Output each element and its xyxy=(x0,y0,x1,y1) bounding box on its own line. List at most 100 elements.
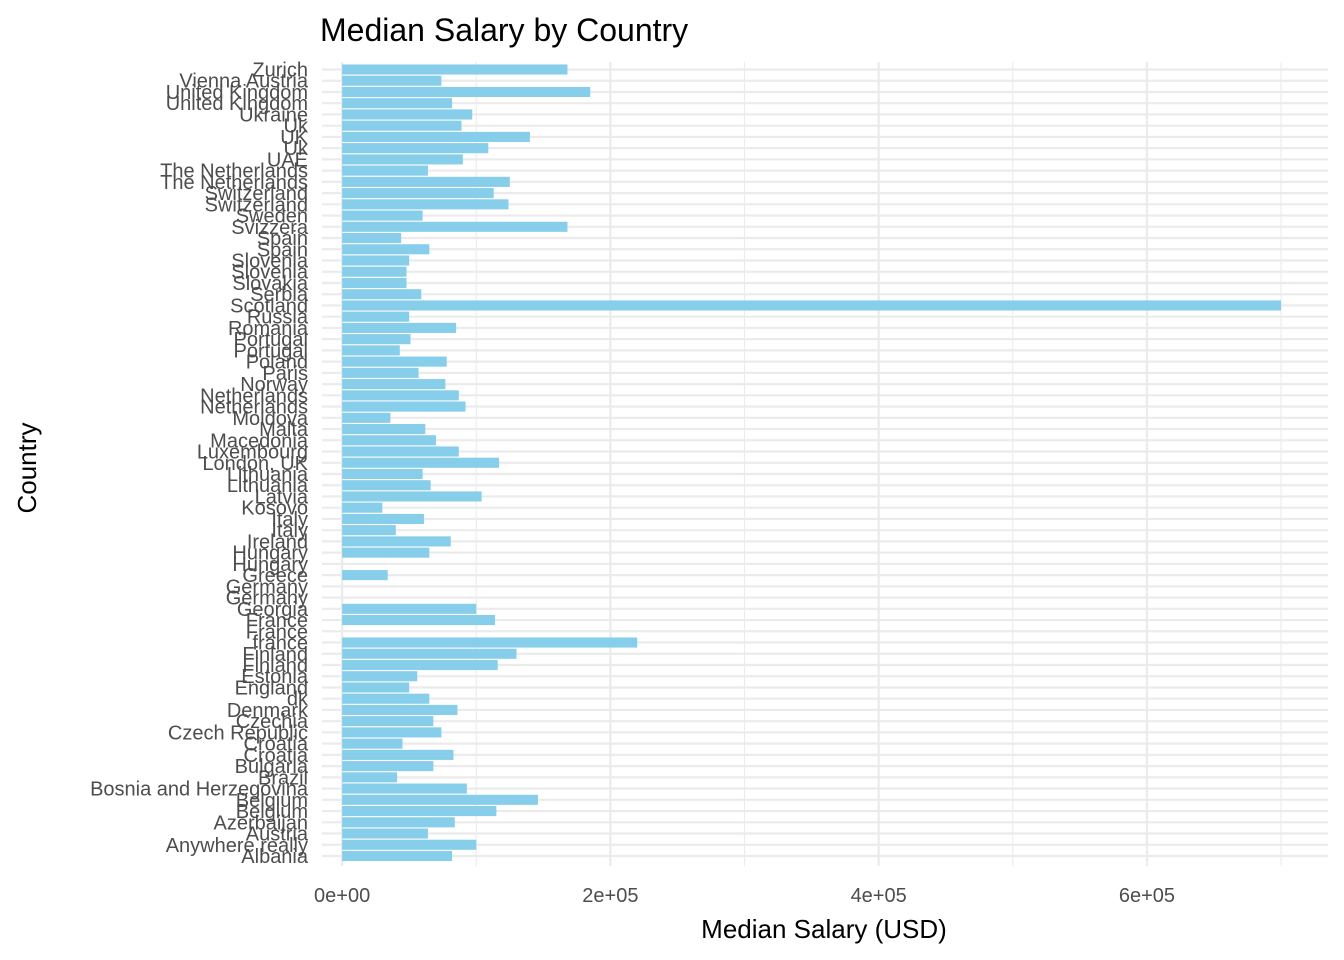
bar xyxy=(342,412,391,423)
bar xyxy=(342,390,459,401)
bar xyxy=(342,502,383,513)
bar xyxy=(342,570,388,581)
bar xyxy=(342,345,400,356)
category-label: Ireland xyxy=(247,531,308,553)
bar xyxy=(342,379,446,390)
bar xyxy=(342,120,462,131)
bar xyxy=(342,210,423,221)
bar xyxy=(342,277,407,289)
category-label: Vienna Austria xyxy=(179,71,308,93)
category-label: France xyxy=(246,621,308,643)
bar xyxy=(342,828,428,839)
category-label: Sweden xyxy=(236,206,308,228)
category-label: dk xyxy=(287,689,309,711)
bar xyxy=(342,659,498,671)
bar xyxy=(342,154,463,165)
category-label: france xyxy=(252,633,308,655)
category-label: Slovenia xyxy=(231,251,309,273)
x-tick-label: 6e+05 xyxy=(1119,885,1175,907)
category-label: Georgia xyxy=(237,599,309,621)
category-label: Hungary xyxy=(232,554,308,576)
category-label: Croatia xyxy=(244,745,309,767)
bar xyxy=(342,749,454,760)
category-label: Brazil xyxy=(258,767,308,789)
bar xyxy=(342,446,459,457)
category-label: Azerbaijan xyxy=(213,812,308,834)
bar xyxy=(342,839,477,850)
category-label: Kosovo xyxy=(241,498,308,520)
bar xyxy=(342,536,451,547)
category-label: Bosnia and Herzegovina xyxy=(90,779,309,801)
category-label: Latvia xyxy=(255,486,309,508)
category-label: Malta xyxy=(259,419,309,441)
bars xyxy=(342,64,1282,862)
bar xyxy=(342,794,538,805)
bar xyxy=(342,761,434,772)
category-label: Lithuania xyxy=(227,475,309,497)
bar xyxy=(342,525,396,536)
category-label: Spain xyxy=(257,239,308,261)
category-label: Greece xyxy=(242,565,308,587)
category-label: Denmark xyxy=(227,700,309,722)
bar xyxy=(342,783,467,794)
x-tick-label: 4e+05 xyxy=(851,885,907,907)
bar xyxy=(342,491,482,502)
category-label: Austria xyxy=(246,824,309,846)
category-label: Russia xyxy=(247,307,309,329)
category-label: Czech Republic xyxy=(168,722,308,744)
bar xyxy=(342,322,457,333)
bar xyxy=(342,143,489,154)
bar xyxy=(342,64,568,75)
category-label: Anywhere really xyxy=(166,835,308,857)
category-label: Moldova xyxy=(232,408,308,430)
x-tick-label: 0e+00 xyxy=(314,885,370,907)
category-label: Macedonia xyxy=(210,430,309,452)
bar xyxy=(342,614,496,626)
bar xyxy=(342,457,500,468)
bar xyxy=(342,806,497,817)
category-label: Spain xyxy=(257,228,308,250)
bar xyxy=(342,165,428,176)
chart-title: Median Salary by Country xyxy=(320,12,688,48)
category-label: England xyxy=(235,677,308,699)
bar xyxy=(342,648,517,659)
category-label: Hungary xyxy=(232,543,308,565)
bar xyxy=(342,704,458,715)
category-label: Croatia xyxy=(244,734,309,756)
category-label: Ukraine xyxy=(239,104,308,126)
bar xyxy=(342,244,430,255)
bar xyxy=(342,86,591,98)
bar xyxy=(342,772,398,783)
bar xyxy=(342,199,509,210)
category-label: Belgium xyxy=(236,790,308,812)
category-label: Scotland xyxy=(230,295,308,317)
category-label: Lithuania xyxy=(227,464,309,486)
category-label: Italy xyxy=(271,509,308,531)
category-label: Zurich xyxy=(252,60,308,82)
x-tick-labels: 0e+00 2e+05 4e+05 6e+05 xyxy=(314,885,1175,907)
bar xyxy=(342,300,1282,311)
category-label: Italy xyxy=(271,520,308,542)
bar xyxy=(342,98,453,109)
category-label: Albania xyxy=(241,846,309,868)
category-label: Germany xyxy=(226,588,308,610)
x-axis-title: Median Salary (USD) xyxy=(701,914,947,944)
bar xyxy=(342,131,530,142)
bar xyxy=(342,188,494,199)
category-label: Poland xyxy=(246,352,308,374)
bar xyxy=(342,468,423,480)
x-tick-label: 2e+05 xyxy=(582,885,638,907)
category-label: Luxembourg xyxy=(197,442,308,464)
category-label: UAE xyxy=(267,149,308,171)
category-label: Switzerland xyxy=(205,194,308,216)
category-label: Romania xyxy=(228,318,309,340)
bar xyxy=(342,693,430,704)
category-label: Svizzera xyxy=(231,217,309,239)
category-label: Uk xyxy=(284,116,309,138)
category-label: The Netherlands xyxy=(160,172,308,194)
category-label: Bulgaria xyxy=(235,756,309,778)
category-label: Finland xyxy=(242,655,308,677)
category-label: Serbia xyxy=(250,284,309,306)
